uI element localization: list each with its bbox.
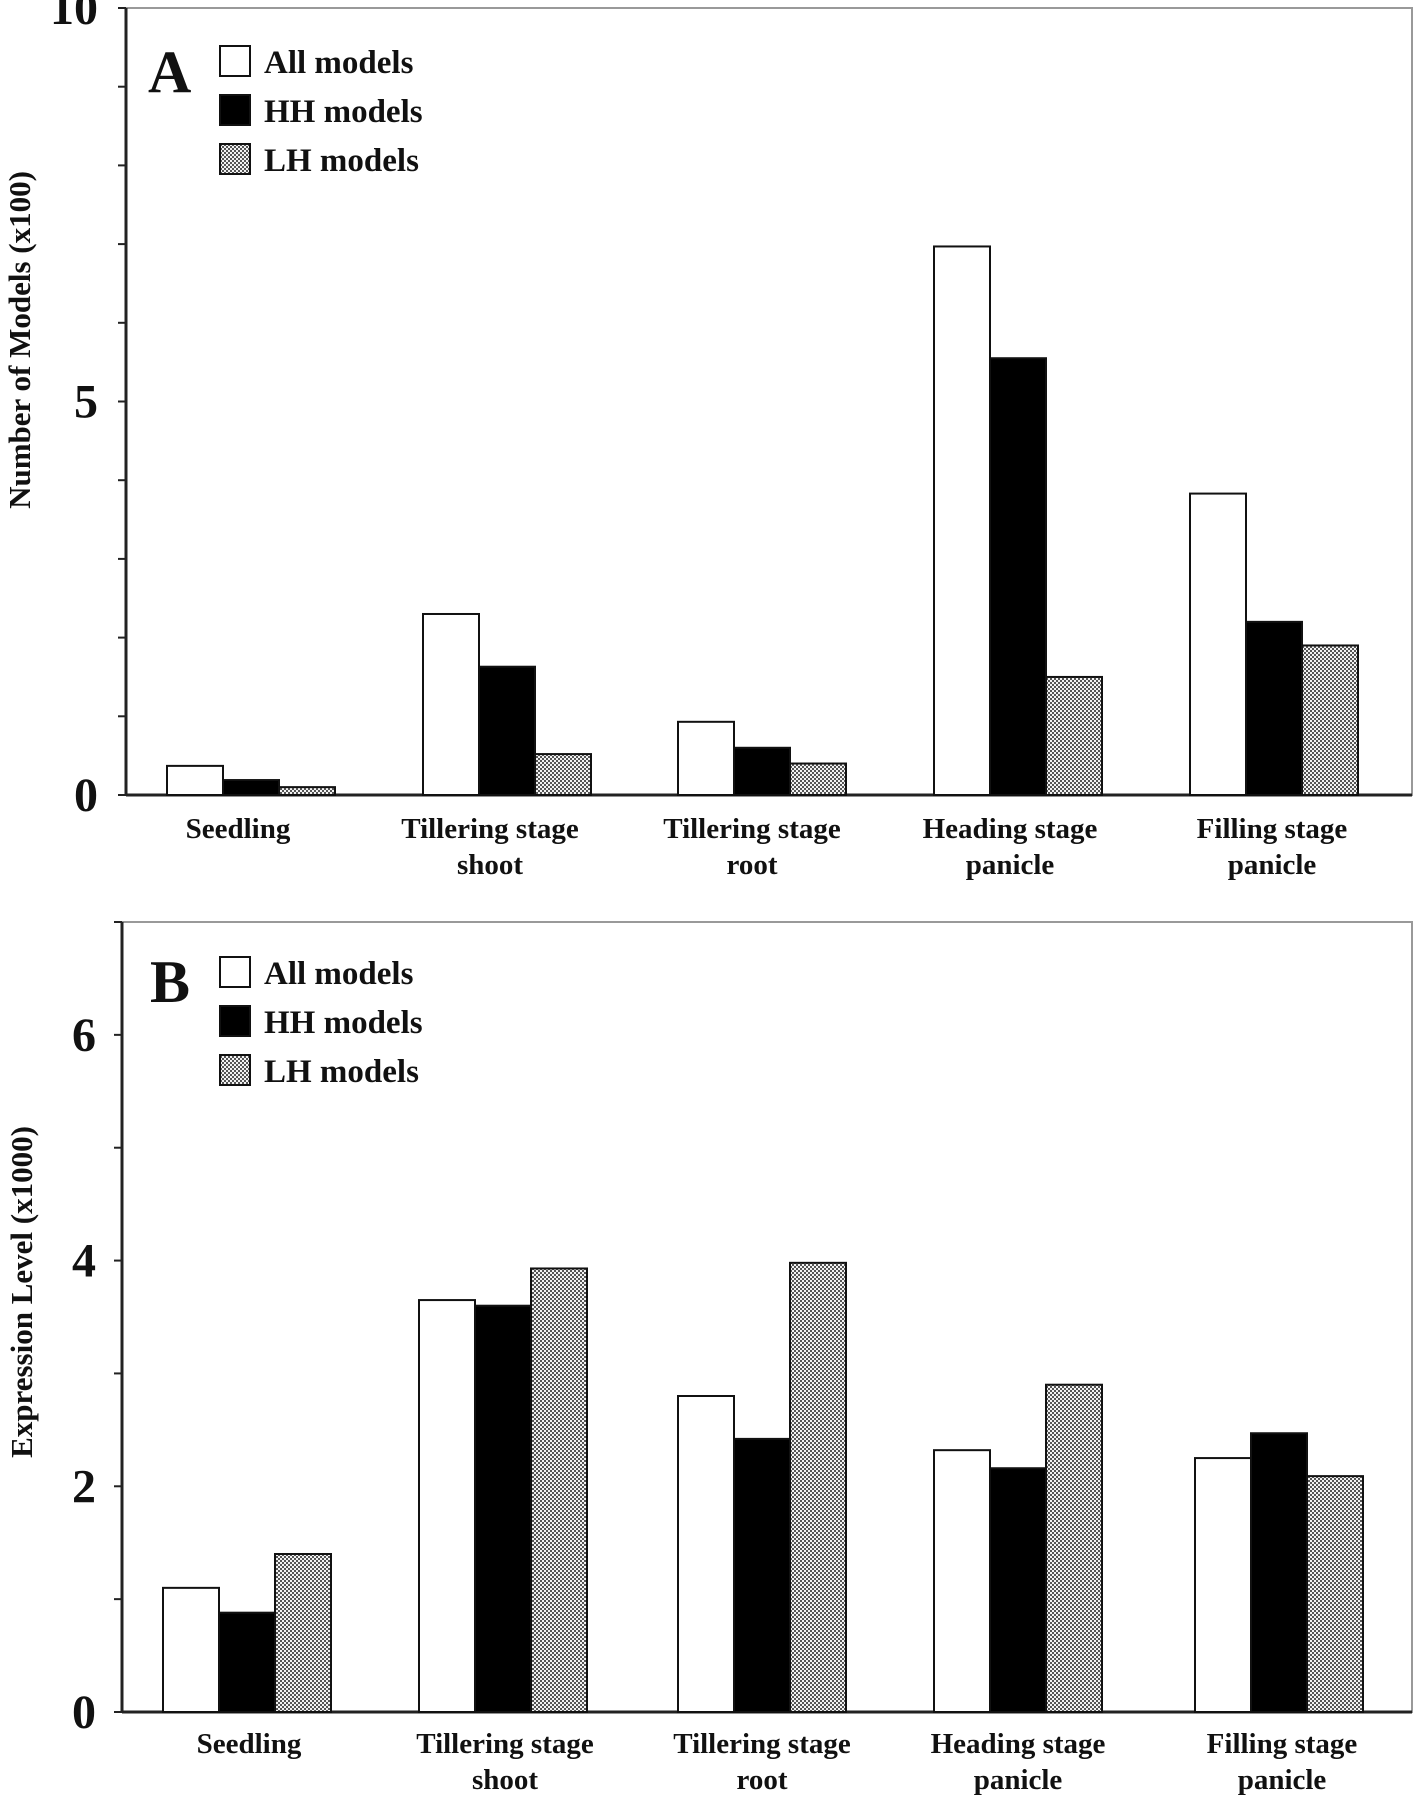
panel-b-y-ticks: 0 2 4 6 (72, 921, 122, 1739)
panel-b-legend-label-hh-models: HH models (264, 1005, 423, 1041)
panel-b-y-tick-label: 4 (72, 1235, 96, 1288)
panel-b-y-tick-label: 0 (72, 1686, 96, 1739)
panel-a-category-label: panicle (966, 849, 1055, 881)
panel-a-legend-swatch-hh-models (219, 94, 251, 126)
panel-a-letter: A (148, 39, 191, 105)
panel-b-legend-swatch-lh-models (219, 1054, 251, 1086)
panel-a-y-axis-label: Number of Models (x100) (2, 171, 37, 509)
panel-b-bar-all-models (1194, 1457, 1252, 1713)
panel-b-category-label: Seedling (197, 1728, 302, 1760)
panel-b-bar-hh-models (733, 1437, 791, 1714)
panel-a-bar-lh-models (278, 786, 336, 797)
panel-b-legend-label-all-models: All models (264, 956, 414, 992)
panel-b-bars (162, 1261, 1364, 1714)
panel-b-bar-hh-models (989, 1467, 1047, 1713)
panel-b-category-label: panicle (974, 1764, 1063, 1796)
panel-a-bar-hh-models (1245, 620, 1303, 796)
panel-a-category-label: Heading stage (923, 813, 1098, 845)
panel-b-bar-all-models (162, 1586, 220, 1714)
panel-b-y-tick-label: 6 (72, 1009, 96, 1062)
panel-b-legend-swatch-hh-models (219, 1005, 251, 1037)
panel-a-category-label: shoot (457, 849, 523, 881)
panel-a-bar-hh-models (222, 779, 280, 796)
panel-b-chart: B Expression Level (x1000) 0 2 4 6 Seedling… (4, 921, 1413, 1796)
panel-a-y-tick-label: 0 (74, 769, 98, 822)
panel-b-category-label: Tillering stage (673, 1728, 851, 1760)
panel-a-bar-hh-models (989, 357, 1047, 796)
panel-a-bar-all-models (422, 612, 480, 796)
panel-a-category-label: root (726, 849, 777, 881)
panel-b-category-label: Heading stage (931, 1728, 1106, 1760)
panel-b-bar-hh-models (1250, 1432, 1308, 1713)
panel-b-bar-all-models (933, 1449, 991, 1713)
panel-b-category-labels: Seedling Tillering stage shoot Tillering st… (197, 1728, 1358, 1796)
panel-b-bar-lh-models (530, 1267, 588, 1713)
panel-a-bars (166, 245, 1359, 797)
panel-b-legend-label-lh-models: LH models (264, 1054, 419, 1090)
panel-a-bar-hh-models (478, 665, 536, 796)
panel-b-category-label: Filling stage (1207, 1728, 1358, 1760)
panel-a-category-label: Tillering stage (401, 813, 579, 845)
panel-a-y-ticks: 0 5 10 (50, 0, 126, 822)
panel-b-bar-lh-models (1306, 1475, 1364, 1713)
panel-b-bar-lh-models (1045, 1383, 1103, 1713)
panel-b-y-axis-label: Expression Level (x1000) (4, 1126, 39, 1458)
panel-a-legend: All models HH models LH models (219, 45, 423, 179)
panel-a-category-label: Tillering stage (663, 813, 841, 845)
panel-b-category-label: root (736, 1764, 787, 1796)
panel-a-bar-hh-models (733, 746, 791, 797)
panel-b-bar-all-models (677, 1395, 735, 1713)
panel-a-category-labels: Seedling Tillering stage shoot Tillering st… (186, 813, 1348, 881)
panel-a-category-label: Filling stage (1197, 813, 1348, 845)
panel-b-bar-hh-models (474, 1304, 532, 1713)
panel-a-legend-swatch-all-models (219, 45, 251, 77)
panel-b-bar-all-models (418, 1299, 476, 1713)
panel-a-bar-lh-models (534, 753, 592, 796)
panel-a-bar-all-models (677, 720, 735, 797)
panel-a-legend-label-all-models: All models (264, 45, 414, 81)
panel-a-bar-lh-models (1301, 644, 1359, 796)
panel-a-bar-lh-models (789, 762, 847, 797)
panel-a-legend-label-hh-models: HH models (264, 94, 423, 130)
panel-a-chart: A Number of Models (x100) 0 5 10 Seedling T… (2, 0, 1413, 881)
panel-a-legend-label-lh-models: LH models (264, 143, 419, 179)
panel-b-legend: All models HH models LH models (219, 956, 423, 1090)
panel-a-bar-all-models (933, 245, 991, 796)
panel-b-bar-lh-models (789, 1261, 847, 1714)
panel-b-letter: B (150, 949, 190, 1015)
panel-a-category-label: panicle (1228, 849, 1317, 881)
panel-b-category-label: Tillering stage (416, 1728, 594, 1760)
panel-a-bar-all-models (166, 764, 224, 796)
panel-a-bar-lh-models (1045, 675, 1103, 797)
panel-b-category-label: shoot (472, 1764, 538, 1796)
panel-a-y-tick-label: 5 (74, 376, 98, 429)
panel-b-bar-lh-models (274, 1553, 332, 1713)
panel-b-y-tick-label: 2 (72, 1460, 96, 1513)
panel-a-category-label: Seedling (186, 813, 291, 845)
panel-b-bar-hh-models (218, 1611, 276, 1713)
panel-a-legend-swatch-lh-models (219, 143, 251, 175)
panel-a-y-tick-label: 10 (50, 0, 98, 35)
panel-a-bar-all-models (1189, 492, 1247, 796)
panel-b-category-label: panicle (1238, 1764, 1327, 1796)
panel-b-legend-swatch-all-models (219, 956, 251, 988)
